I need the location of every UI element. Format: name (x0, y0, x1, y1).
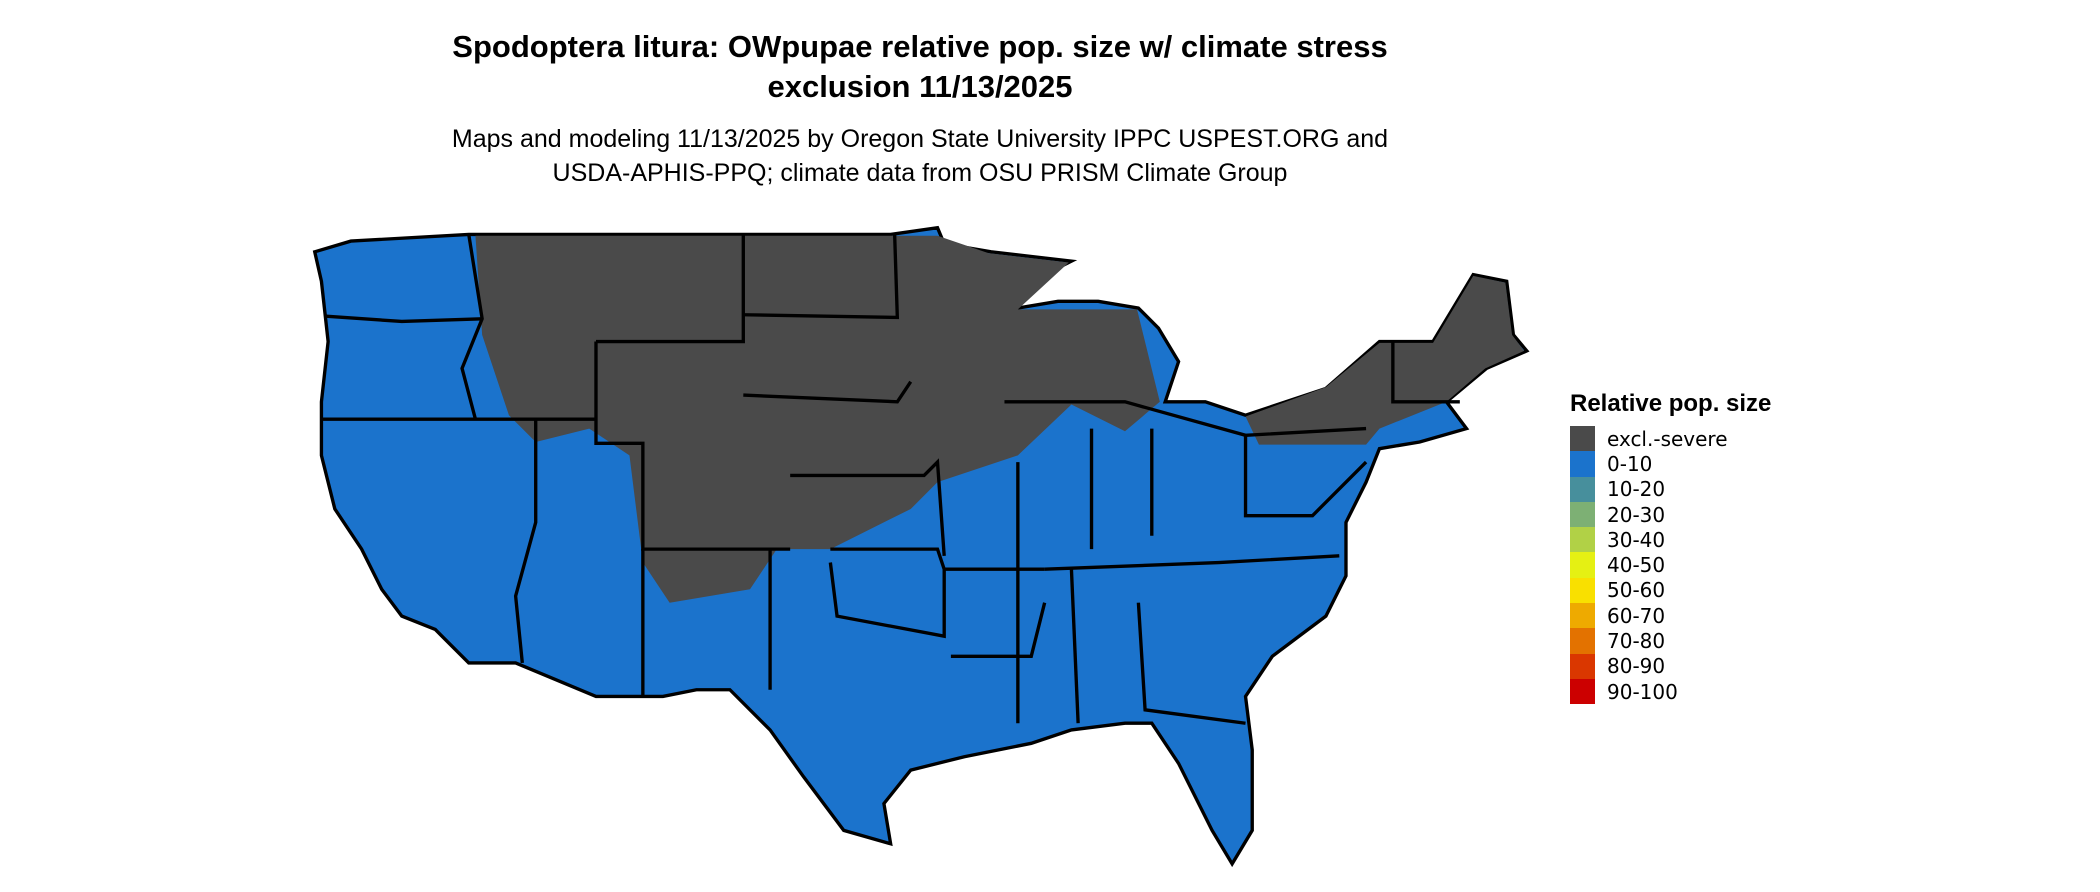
legend-item: 90-100 (1570, 678, 1771, 705)
legend-swatch (1570, 426, 1595, 452)
legend-label: 80-90 (1607, 654, 1666, 679)
map-title-line2: exclusion 11/13/2025 (767, 69, 1073, 104)
legend-label: 50-60 (1607, 578, 1666, 603)
excluded-region-north (475, 235, 1160, 603)
legend-item: excl.-severe (1570, 426, 1771, 452)
legend-label: 70-80 (1607, 629, 1666, 654)
legend-item: 30-40 (1570, 527, 1771, 553)
legend-swatch (1570, 678, 1595, 705)
legend-swatch (1570, 501, 1595, 528)
legend-swatch (1570, 577, 1595, 604)
subtitle-line2: USDA-APHIS-PPQ; climate data from OSU PR… (552, 159, 1288, 187)
legend-swatch (1570, 628, 1595, 654)
legend-title: Relative pop. size (1570, 390, 1772, 417)
legend-swatch (1570, 603, 1595, 629)
excluded-region-northeast (1245, 275, 1525, 445)
legend-label: 10-20 (1607, 477, 1666, 502)
legend-item: 70-80 (1570, 628, 1771, 654)
legend-swatch (1570, 653, 1595, 679)
legend-label: 90-100 (1607, 679, 1678, 704)
legend-item: 10-20 (1570, 476, 1771, 502)
legend-label: excl.-severe (1607, 426, 1728, 451)
legend-item: 20-30 (1570, 501, 1771, 528)
legend-item: 80-90 (1570, 653, 1771, 679)
legend-label: 0-10 (1607, 451, 1653, 476)
legend: Relative pop. size excl.-severe 0-10 10-20… (1570, 390, 1772, 705)
legend-items: excl.-severe 0-10 10-20 20-30 30-40 40-50 50-6… (1570, 426, 1771, 705)
subtitle-line1: Maps and modeling 11/13/2025 by Oregon S… (451, 125, 1389, 153)
legend-label: 20-30 (1607, 502, 1666, 527)
legend-item: 40-50 (1570, 552, 1771, 578)
legend-item: 50-60 (1570, 577, 1771, 604)
legend-swatch (1570, 476, 1595, 502)
legend-item: 0-10 (1570, 451, 1771, 477)
legend-label: 60-70 (1607, 603, 1666, 628)
state-borders (321, 234, 1460, 725)
legend-item: 60-70 (1570, 603, 1771, 629)
map-title-line1: Spodoptera litura: OWpupae relative pop.… (452, 29, 1388, 64)
legend-swatch (1570, 451, 1595, 477)
legend-label: 40-50 (1607, 553, 1666, 578)
legend-swatch (1570, 552, 1595, 578)
legend-label: 30-40 (1607, 527, 1666, 552)
legend-swatch (1570, 527, 1595, 553)
